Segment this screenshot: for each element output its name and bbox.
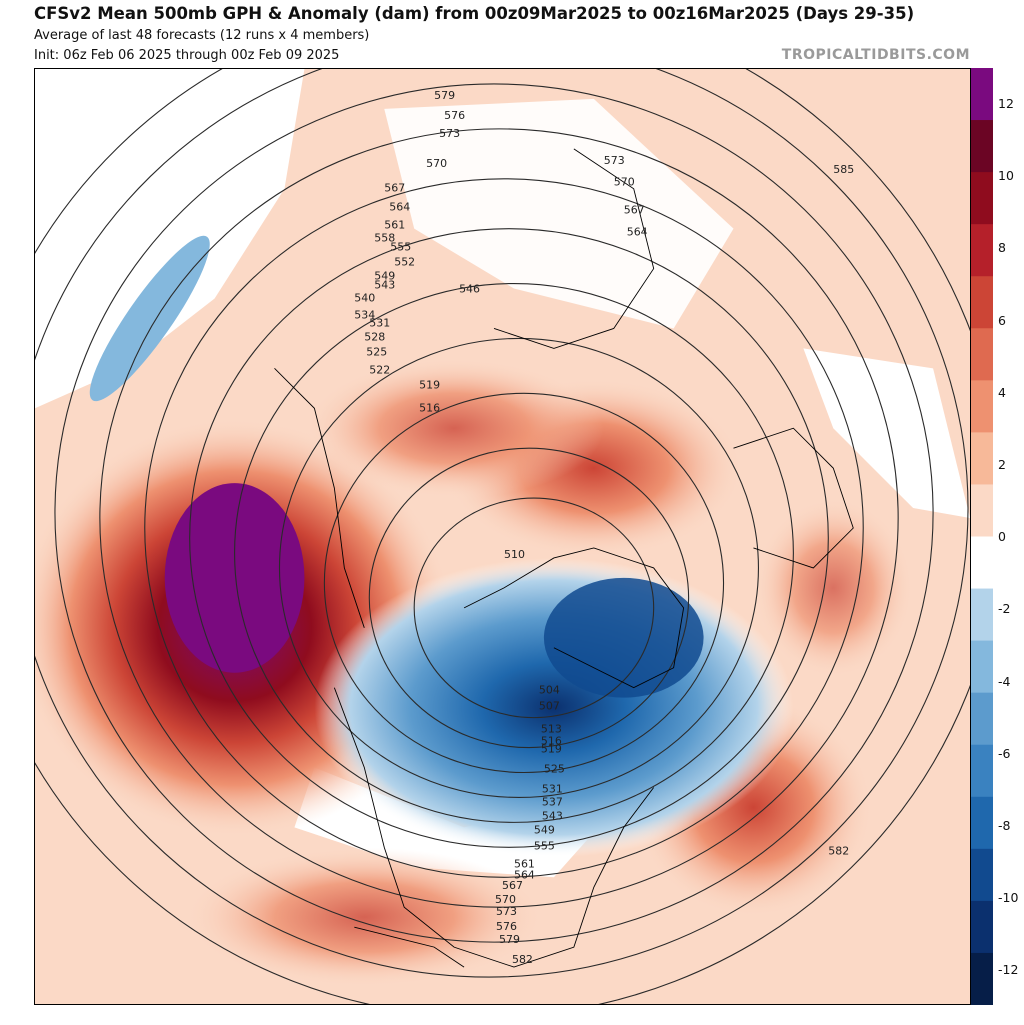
contour-label: 522 xyxy=(369,363,390,376)
contour-label: 573 xyxy=(604,154,625,167)
map-title: CFSv2 Mean 500mb GPH & Anomaly (dam) fro… xyxy=(34,4,915,23)
contour-label: 567 xyxy=(502,879,523,892)
contour-label: 561 xyxy=(384,219,405,232)
contour-label: 567 xyxy=(384,182,405,195)
contour-label: 570 xyxy=(426,157,447,170)
colorbar-segment xyxy=(971,952,993,1005)
colorbar-segment xyxy=(971,744,993,798)
colorbar-tick-label: -6 xyxy=(998,745,1011,761)
contour-label: 564 xyxy=(389,201,410,214)
contour-label: 519 xyxy=(419,378,440,391)
contour-label: 531 xyxy=(369,316,390,329)
colorbar-segment xyxy=(971,900,993,954)
contour-label: 573 xyxy=(496,905,517,918)
contour-label: 525 xyxy=(366,345,387,358)
map-subtitle: Average of last 48 forecasts (12 runs x … xyxy=(34,28,370,43)
contour-labels: 5795765735705675645615585555525495465435… xyxy=(354,89,854,966)
colorbar-segment xyxy=(971,536,993,590)
colorbar-tick-label: 4 xyxy=(998,384,1006,400)
colorbar-tick-label: 2 xyxy=(998,457,1006,472)
anomaly-map: 5795765735705675645615585555525495465435… xyxy=(34,68,971,1005)
colorbar-segment xyxy=(971,432,993,485)
colorbar-segment xyxy=(971,328,993,381)
contour-label: 540 xyxy=(354,292,375,305)
contour-label: 534 xyxy=(354,308,375,321)
contour-label: 519 xyxy=(541,743,562,756)
contour-label: 573 xyxy=(439,127,460,140)
contour-label: 582 xyxy=(828,844,849,857)
colorbar-tick-label: -2 xyxy=(998,601,1011,617)
contour-label: 576 xyxy=(444,109,465,122)
coastlines xyxy=(274,148,854,968)
colorbar-segment xyxy=(971,172,993,225)
contour-label: 570 xyxy=(495,893,516,906)
contour-label: 558 xyxy=(374,232,395,245)
colorbar-tick-label: -4 xyxy=(998,673,1011,689)
colorbar-segment xyxy=(971,796,993,850)
colorbar-segment xyxy=(971,276,993,329)
colorbar-tick-label: 10 xyxy=(998,168,1014,184)
colorbar-segment xyxy=(971,224,993,277)
contour-label: 504 xyxy=(539,684,560,697)
height-contours xyxy=(35,69,970,1004)
contour-label: 555 xyxy=(390,241,411,254)
contour-label: 579 xyxy=(499,933,520,946)
colorbar-segment xyxy=(971,692,993,746)
contour-label: 567 xyxy=(624,204,645,217)
contour-label: 585 xyxy=(833,163,854,176)
colorbar-segment xyxy=(971,640,993,694)
contour-label: 525 xyxy=(544,762,565,775)
contour-label: 528 xyxy=(364,330,385,343)
contour-label: 549 xyxy=(374,270,395,283)
contour-label: 579 xyxy=(434,89,455,102)
contour-label: 513 xyxy=(541,723,562,736)
colorbar-segment xyxy=(971,120,993,173)
contour-label: 546 xyxy=(459,283,480,296)
contour-label: 549 xyxy=(534,823,555,836)
site-credit: TROPICALTIDBITS.COM xyxy=(781,47,970,63)
colorbar-segment xyxy=(971,68,993,121)
contour-label: 555 xyxy=(534,839,555,852)
colorbar-segment xyxy=(971,380,993,433)
contour-label: 543 xyxy=(374,279,395,292)
colorbar-tick-label: 6 xyxy=(998,312,1006,328)
contour-label: 561 xyxy=(514,857,535,870)
colorbar-tick-label: -8 xyxy=(998,818,1011,833)
contour-label: 510 xyxy=(504,548,525,561)
colorbar-tick-label: -10 xyxy=(998,890,1019,906)
colorbar-tick-label: 8 xyxy=(998,240,1006,256)
colorbar-segment xyxy=(971,588,993,642)
contour-label: 516 xyxy=(541,735,562,748)
colorbar-tick-label: 12 xyxy=(998,96,1014,111)
contour-label: 537 xyxy=(542,795,563,808)
contour-label: 570 xyxy=(614,176,635,189)
colorbar xyxy=(971,68,993,1005)
colorbar-tick-label: -12 xyxy=(998,962,1019,978)
contour-label: 507 xyxy=(539,700,560,713)
anomaly-shading xyxy=(35,69,970,1004)
contour-label: 576 xyxy=(496,920,517,933)
contour-label: 564 xyxy=(514,868,535,881)
init-time: Init: 06z Feb 06 2025 through 00z Feb 09… xyxy=(34,48,340,63)
contour-label: 516 xyxy=(419,401,440,414)
contour-label: 543 xyxy=(542,809,563,822)
contour-label: 531 xyxy=(542,782,563,795)
contour-label: 564 xyxy=(627,226,648,239)
colorbar-segment xyxy=(971,484,993,537)
contour-label: 552 xyxy=(394,256,415,269)
colorbar-segment xyxy=(971,848,993,902)
contour-label: 582 xyxy=(512,953,533,966)
colorbar-tick-label: 0 xyxy=(998,529,1006,545)
